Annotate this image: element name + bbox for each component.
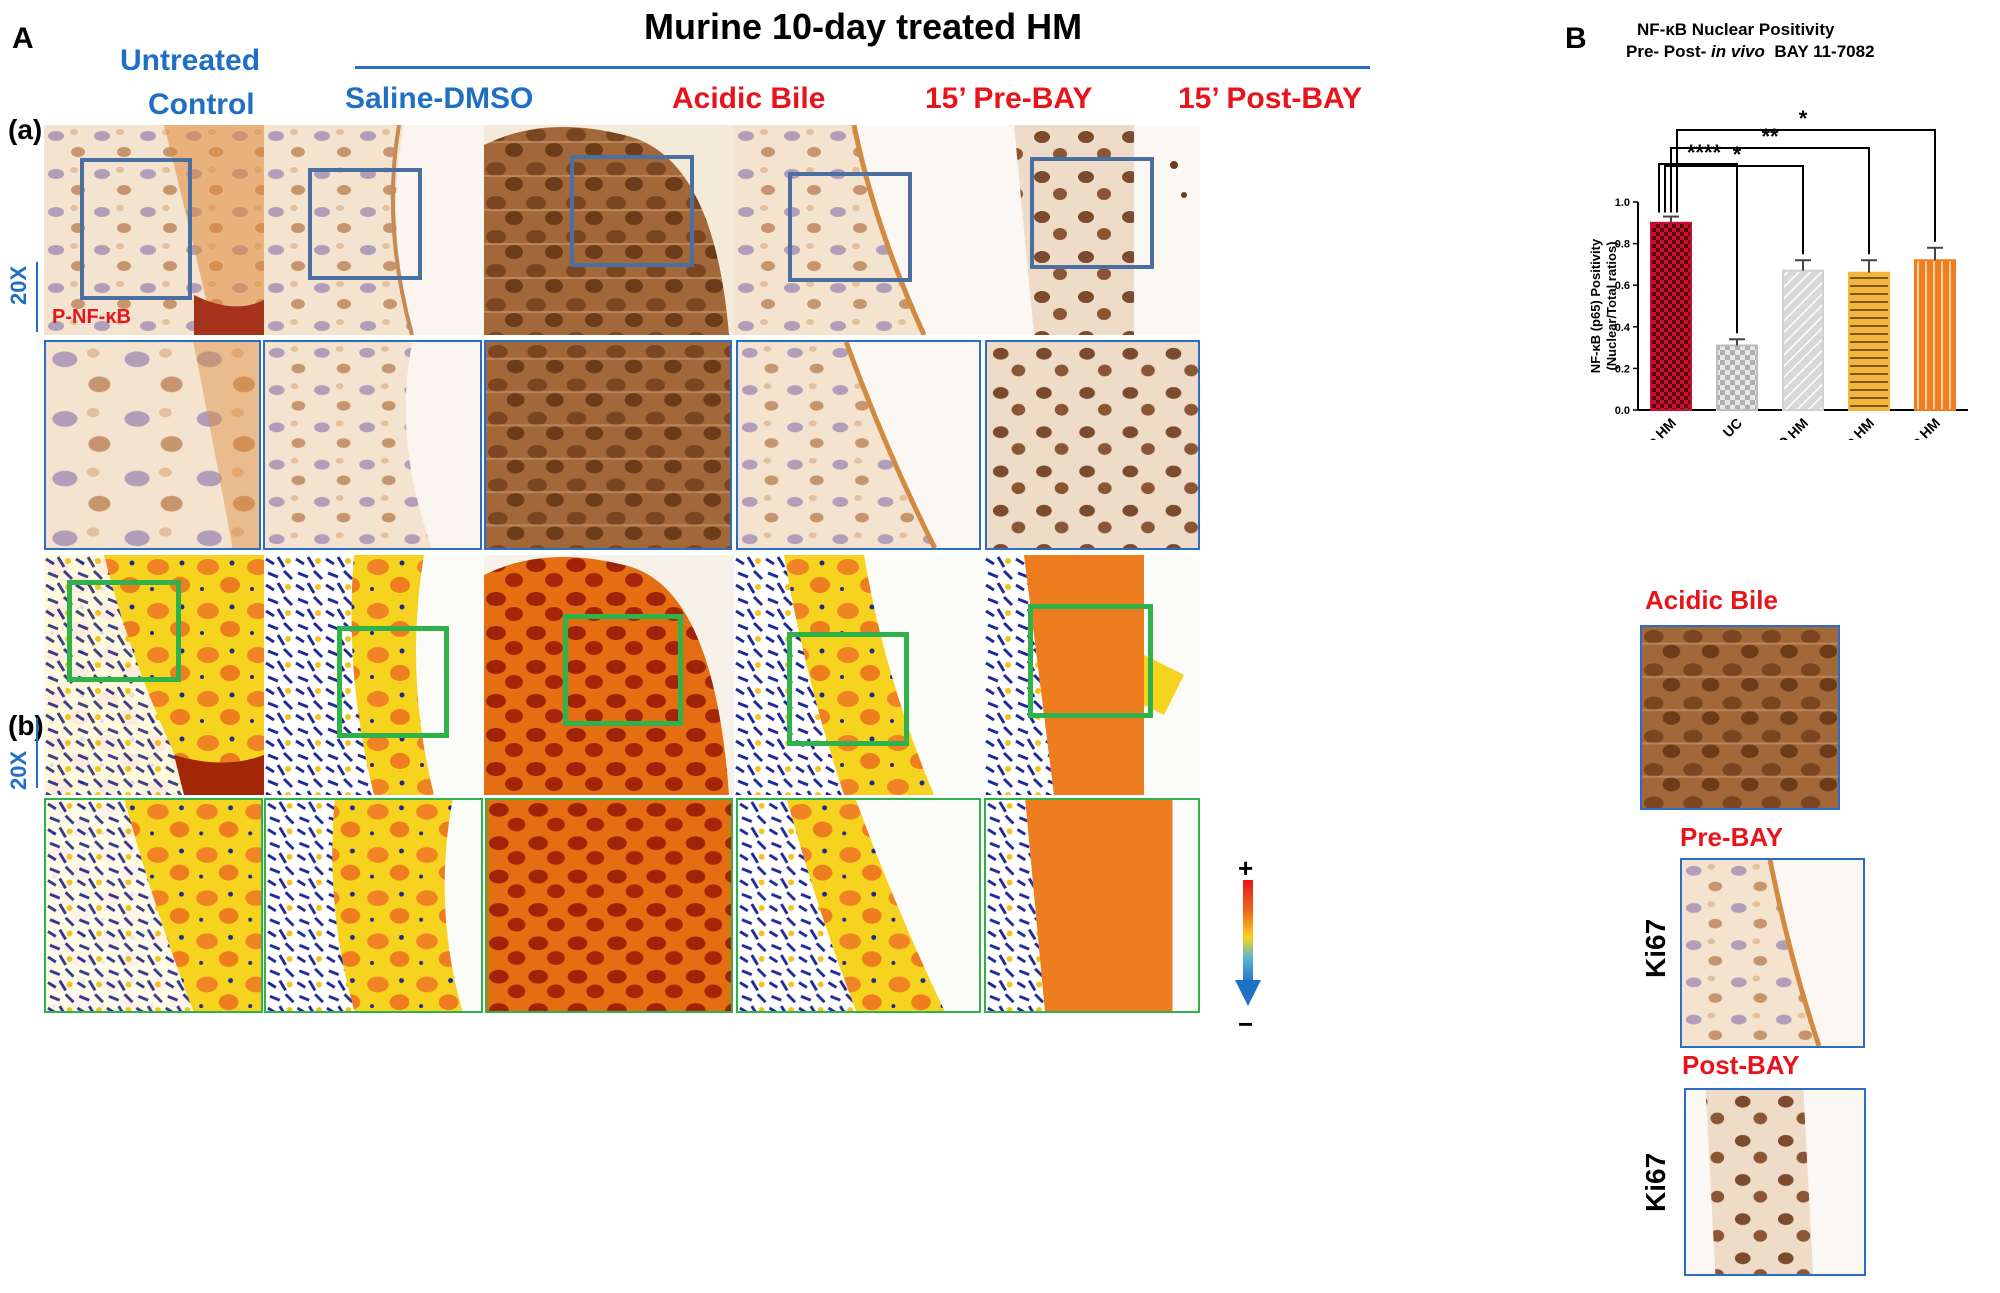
roi-box — [787, 632, 909, 746]
heatmap-postbay-20x — [984, 555, 1200, 795]
y-axis-label: NF-κB (p65) Positivity — [1588, 238, 1603, 373]
ki67-postbay-title: Post-BAY — [1682, 1050, 1800, 1080]
y-tick-label: 1.0 — [1615, 197, 1630, 209]
significance-label: * — [1733, 142, 1742, 167]
ihc-prebay-zoom — [736, 340, 981, 550]
row-label-b: (b) — [8, 710, 44, 741]
roi-box — [337, 626, 449, 738]
roi-box — [563, 614, 683, 726]
ki67-label-prebay: Ki67 — [1640, 918, 1671, 978]
roi-box — [308, 168, 422, 280]
scale-bar — [36, 262, 38, 332]
ki67-acidic-image — [1640, 625, 1840, 810]
ihc-saline-20x — [264, 125, 484, 335]
significance-bracket — [1676, 129, 1936, 242]
column-label-acidic: Acidic Bile — [672, 82, 826, 115]
ki67-acidic-title: Acidic Bile — [1645, 585, 1778, 615]
heatmap-saline-zoom — [264, 798, 483, 1013]
ki67-label-postbay: Ki67 — [1640, 1152, 1671, 1212]
ki67-postbay-image — [1684, 1088, 1866, 1276]
significance-label: * — [1799, 106, 1808, 131]
x-tick-label: UC — [1719, 415, 1745, 440]
figure-title: Murine 10-day treated HM — [644, 6, 1083, 47]
ihc-acidic-zoom — [484, 340, 732, 550]
ki67-prebay-title: Pre-BAY — [1680, 822, 1784, 852]
chart-title-line2: Pre- Post- in vivo BAY 11-7082 — [1626, 42, 1875, 62]
y-tick-label: 0.8 — [1615, 239, 1630, 251]
roi-box — [570, 155, 694, 267]
colorbar-minus: − — [1238, 1009, 1254, 1039]
ihc-prebay-20x — [734, 125, 984, 335]
y-tick-label: 0.2 — [1615, 363, 1630, 375]
magnification-label-b: 20X — [6, 750, 31, 790]
column-label-prebay: 15’ Pre-BAY — [925, 82, 1093, 115]
ihc-untreated-zoom — [44, 340, 261, 550]
heatmap-acidic-zoom — [485, 798, 733, 1013]
ihc-saline-zoom — [263, 340, 482, 550]
bar — [1914, 259, 1956, 411]
x-tick-label: Acidic Bile HM — [1599, 415, 1679, 440]
column-label-saline: Saline-DMSO — [345, 82, 534, 115]
significance-label: ** — [1761, 124, 1779, 149]
roi-box — [80, 158, 192, 300]
magnification-label-a: 20X — [6, 265, 31, 305]
stain-label: P-NF-κB — [52, 306, 131, 328]
chart-title-line2-prefix: Pre- Post- — [1626, 42, 1712, 61]
ihc-postbay-20x — [984, 125, 1200, 335]
roi-box — [788, 172, 912, 282]
y-tick-label: 0.0 — [1615, 405, 1630, 417]
y-axis-label: (Nuclear/Total ratios) — [1604, 241, 1619, 370]
chart-title-line1: NF-κB Nuclear Positivity — [1637, 20, 1835, 39]
panel-label-b-main: B — [1565, 22, 1587, 55]
column-label-untreated-line1: Untreated — [120, 44, 261, 77]
column-label-untreated-line2: Control — [148, 88, 255, 121]
significance-bracket — [1670, 147, 1870, 255]
ki67-prebay-image — [1680, 858, 1865, 1048]
row-label-a: (a) — [8, 114, 43, 145]
heatmap-untreated-20x — [44, 555, 264, 795]
heatmap-postbay-zoom — [984, 798, 1200, 1013]
column-label-postbay: 15’ Post-BAY — [1178, 82, 1362, 115]
colorbar-plus: + — [1238, 853, 1254, 883]
bar — [1782, 269, 1824, 411]
bar — [1848, 271, 1890, 411]
y-tick-label: 0.6 — [1615, 280, 1630, 292]
roi-box — [67, 580, 181, 682]
roi-box — [1030, 157, 1154, 269]
ihc-postbay-zoom — [985, 340, 1200, 550]
bar-chart: 0.0 0.2 0.4 0.6 0.8 1.0 NF-κB (p65) Positivity… — [1588, 106, 1968, 440]
colorbar-arrow — [1235, 880, 1261, 1006]
y-tick-label: 0.4 — [1615, 322, 1631, 334]
heatmap-untreated-zoom — [44, 798, 263, 1013]
significance-label: **** — [1687, 140, 1722, 165]
bar — [1650, 221, 1692, 411]
significance-bracket — [1658, 163, 1738, 334]
bar — [1716, 344, 1758, 411]
chart-title-line2-italic: in vivo — [1711, 42, 1765, 61]
x-tick-label: DMSO HM — [1752, 415, 1811, 440]
scale-bar — [36, 718, 38, 788]
panel-label-a-main: A — [12, 22, 34, 55]
roi-box — [1028, 604, 1153, 718]
heatmap-prebay-zoom — [736, 798, 981, 1013]
header-rule — [355, 66, 1370, 69]
significance-bracket — [1664, 165, 1804, 255]
chart-title-line2-suffix: BAY 11-7082 — [1764, 42, 1875, 61]
